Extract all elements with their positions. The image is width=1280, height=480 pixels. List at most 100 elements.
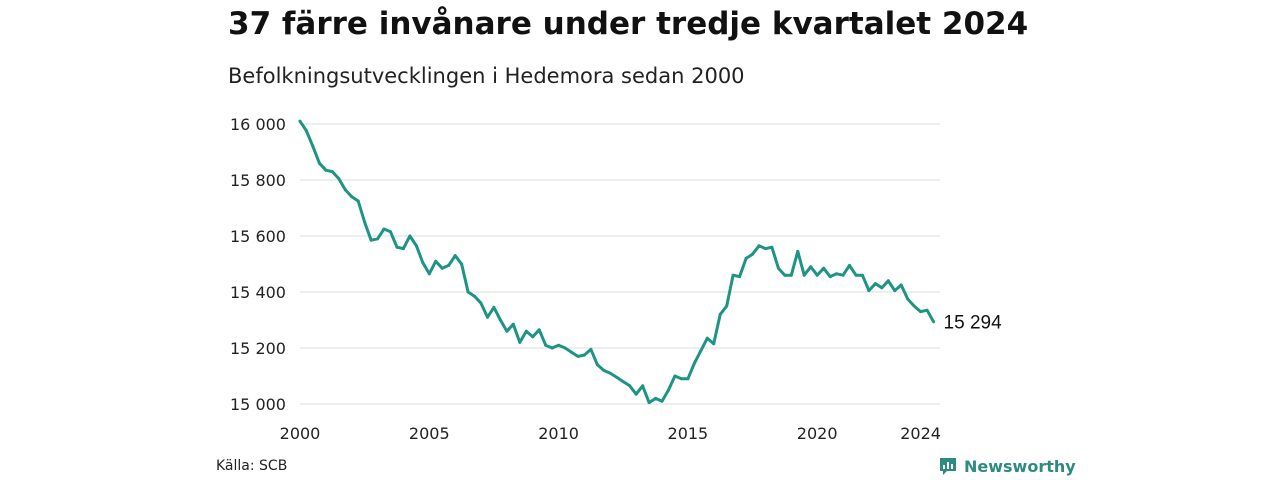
x-tick-label: 2005 [409,424,450,443]
series-points [298,119,936,405]
data-point [460,262,464,266]
data-point [679,377,683,381]
data-point [660,399,664,403]
data-point [570,350,574,354]
end-value-label: 15 294 [944,313,1003,334]
data-point [692,361,696,365]
y-tick-label: 15 600 [230,227,286,246]
data-point [492,305,496,309]
y-tick-label: 15 400 [230,283,286,302]
y-tick-label: 15 000 [230,395,286,414]
data-point [434,259,438,263]
data-point [479,301,483,305]
data-point [925,308,929,312]
data-point [860,273,864,277]
y-gridlines [300,123,940,405]
chart-subtitle: Befolkningsutvecklingen i Hedemora sedan… [228,64,745,88]
brand-logo: Newsworthy [938,456,1076,476]
data-point [809,265,813,269]
data-point [537,328,541,332]
data-point [899,283,903,287]
newsworthy-logo-icon [940,458,956,475]
x-tick-label: 2024 [900,424,941,443]
data-point [893,289,897,293]
y-tick-label: 16 000 [230,115,286,134]
data-point [376,237,380,241]
data-point [912,304,916,308]
data-point [828,275,832,279]
chart-title: 37 färre invånare under tredje kvartalet… [228,6,1029,42]
data-point [802,273,806,277]
data-point [427,272,431,276]
data-point [725,304,729,308]
x-tick-label: 2010 [538,424,579,443]
data-point [628,384,632,388]
data-point [641,384,645,388]
data-point [544,343,548,347]
data-point [744,256,748,260]
data-point [505,329,509,333]
data-point [389,230,393,234]
data-point [324,168,328,172]
data-point [886,279,890,283]
data-point [751,252,755,256]
data-point [835,272,839,276]
data-point [867,289,871,293]
y-tick-label: 15 800 [230,171,286,190]
y-tick-label: 15 200 [230,339,286,358]
data-point [796,249,800,253]
data-point [666,388,670,392]
data-point [699,349,703,353]
data-point [343,188,347,192]
data-point [382,227,386,231]
data-point [453,254,457,258]
data-point [815,273,819,277]
data-point [789,273,793,277]
data-point [847,263,851,267]
data-point [498,318,502,322]
source-note: Källa: SCB [216,458,288,474]
data-point [770,245,774,249]
data-point [712,342,716,346]
data-point [932,320,936,324]
data-point [602,368,606,372]
data-point [440,266,444,270]
series-line [298,119,935,405]
data-point [731,273,735,277]
x-tick-label: 2020 [797,424,838,443]
data-point [298,119,302,123]
data-point [822,266,826,270]
data-point [705,336,709,340]
data-point [550,346,554,350]
data-point [757,244,761,248]
data-point [350,195,354,199]
x-axis-tick-labels: 2000 2005 2010 2015 2020 2024 [280,424,941,443]
brand-name: Newsworthy [964,456,1076,476]
data-point [776,266,780,270]
data-point [473,294,477,298]
y-axis-tick-labels: 15 000 15 200 15 400 15 600 15 800 16 000 [230,115,286,414]
data-point [763,247,767,251]
data-point [582,353,586,357]
data-point [485,315,489,319]
data-point [615,375,619,379]
data-point [841,273,845,277]
data-point [317,161,321,165]
data-point [673,374,677,378]
data-point [621,380,625,384]
data-point [686,377,690,381]
data-point [447,263,451,267]
data-point [654,396,658,400]
series-lines [298,119,935,405]
data-point [634,392,638,396]
data-point [401,247,405,251]
data-point [880,286,884,290]
data-point [854,273,858,277]
data-point [563,346,567,350]
data-point [589,347,593,351]
data-point [531,335,535,339]
data-point [408,234,412,238]
data-point [466,290,470,294]
x-tick-label: 2000 [280,424,321,443]
